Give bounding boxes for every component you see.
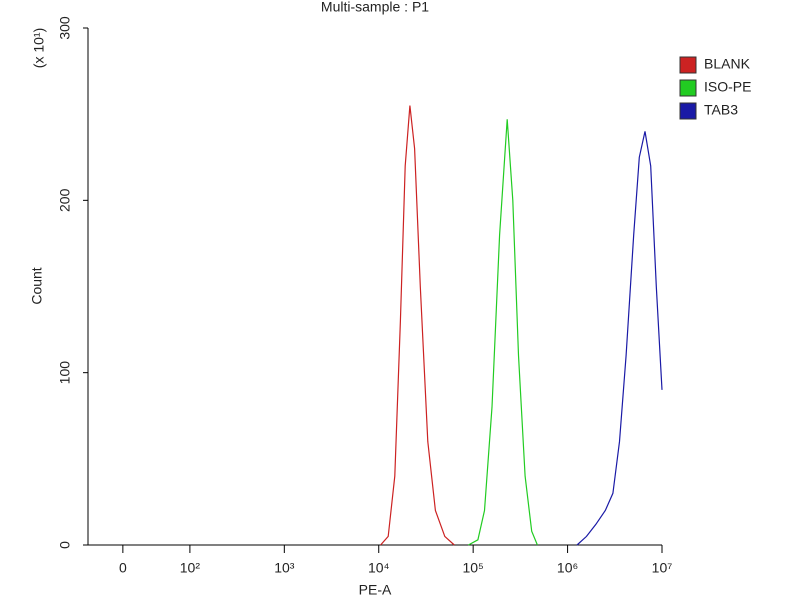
legend-label: ISO-PE xyxy=(704,79,751,95)
chart-title: Multi-sample : P1 xyxy=(321,0,429,15)
histogram-line xyxy=(468,119,538,546)
x-tick-label: 10² xyxy=(180,560,201,576)
x-tick-label: 10⁴ xyxy=(368,560,390,576)
legend-swatch xyxy=(679,79,697,97)
legend-swatch xyxy=(679,102,697,120)
y-tick-label: 0 xyxy=(57,541,73,549)
x-tick-label: 10⁵ xyxy=(462,560,483,576)
y-tick-label: 300 xyxy=(57,16,73,40)
x-tick-label: 10⁶ xyxy=(557,560,578,576)
y-axis-annotation: (x 10¹) xyxy=(31,28,47,68)
x-tick-label: 0 xyxy=(119,560,127,576)
x-tick-label: 10⁷ xyxy=(652,560,673,576)
legend-swatch xyxy=(679,56,697,74)
y-tick-label: 100 xyxy=(57,361,73,385)
x-tick-label: 10³ xyxy=(274,560,295,576)
y-axis-label: Count xyxy=(29,267,45,304)
legend-label: BLANK xyxy=(704,56,751,72)
legend-label: TAB3 xyxy=(704,102,738,118)
histogram-line xyxy=(576,131,663,546)
histogram-line xyxy=(380,105,455,546)
x-axis-label: PE-A xyxy=(359,582,392,598)
y-tick-label: 200 xyxy=(57,188,73,212)
